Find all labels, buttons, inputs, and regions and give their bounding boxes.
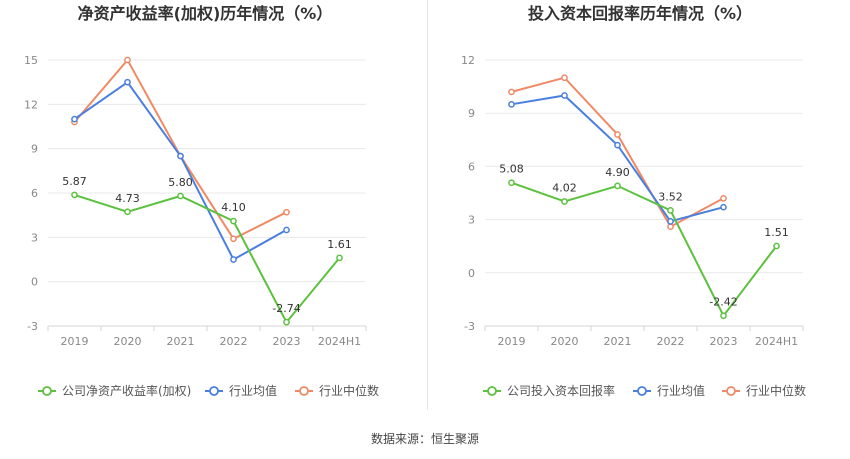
y-tick-label: 9 bbox=[31, 143, 38, 156]
series-line bbox=[511, 76, 724, 229]
data-point bbox=[508, 88, 515, 96]
data-point bbox=[614, 141, 621, 149]
data-point bbox=[283, 208, 290, 216]
charts-canvas: 净资产收益率(加权)历年情况（%） -3 0 3 6 9 12 15 2019 2020 2021 2… bbox=[24, 4, 806, 398]
y-tick-label: 6 bbox=[31, 187, 38, 200]
data-point bbox=[124, 208, 131, 216]
data-point bbox=[720, 312, 727, 320]
data-label: -2.74 bbox=[272, 302, 300, 315]
data-label: 1.51 bbox=[764, 226, 789, 239]
legend-marker bbox=[726, 386, 736, 396]
legend-marker bbox=[637, 386, 647, 396]
data-point bbox=[230, 235, 237, 243]
data-point bbox=[283, 318, 290, 326]
x-tick-label: 2021 bbox=[167, 335, 195, 348]
data-point bbox=[667, 223, 674, 231]
chart-panel-2: 投入资本回报率历年情况（%） -3 0 3 6 9 12 2019 2020 2021 2022 20… bbox=[461, 4, 806, 398]
data-point bbox=[71, 115, 78, 123]
data-point bbox=[336, 254, 343, 262]
data-label: -2.42 bbox=[709, 296, 737, 309]
legend-label: 行业中位数 bbox=[746, 383, 806, 398]
x-tick-label: 2020 bbox=[114, 335, 142, 348]
data-point bbox=[667, 218, 674, 225]
data-point bbox=[508, 100, 515, 108]
x-tick-label: 2022 bbox=[657, 335, 685, 348]
legend-label: 公司投入资本回报率 bbox=[507, 383, 615, 398]
legend-label: 行业中位数 bbox=[319, 383, 379, 398]
x-tick-label: 2020 bbox=[551, 335, 579, 348]
y-tick-label: 6 bbox=[468, 160, 475, 173]
data-label: 4.90 bbox=[605, 166, 630, 179]
data-label: 1.61 bbox=[327, 238, 352, 251]
series-line bbox=[73, 58, 287, 241]
chart-title: 净资产收益率(加权)历年情况（%） bbox=[78, 4, 333, 23]
series-line bbox=[73, 80, 287, 261]
legend-label: 行业均值 bbox=[229, 383, 277, 398]
legend-marker bbox=[42, 386, 52, 396]
series-line bbox=[74, 193, 341, 324]
data-point bbox=[71, 191, 78, 199]
y-tick-label: 12 bbox=[461, 54, 475, 67]
data-point bbox=[230, 256, 237, 263]
data-label: 4.02 bbox=[552, 182, 577, 195]
source-note: 数据来源：恒生聚源 bbox=[370, 432, 479, 446]
data-point bbox=[124, 56, 131, 64]
chart-panel-1: 净资产收益率(加权)历年情况（%） -3 0 3 6 9 12 15 2019 2020 2021 2… bbox=[24, 4, 379, 398]
data-label: 4.73 bbox=[115, 192, 140, 205]
data-point bbox=[614, 131, 621, 138]
legend-marker bbox=[487, 386, 497, 396]
y-tick-label: 3 bbox=[31, 231, 38, 244]
y-tick-label: 15 bbox=[24, 54, 38, 67]
data-label: 4.10 bbox=[221, 201, 246, 214]
data-point bbox=[720, 203, 727, 211]
chart-title: 投入资本回报率历年情况（%） bbox=[528, 4, 752, 23]
legend-marker bbox=[299, 386, 309, 396]
x-tick-label: 2022 bbox=[220, 335, 248, 348]
x-tick-label: 2024H1 bbox=[318, 335, 361, 348]
y-tick-label: 0 bbox=[31, 276, 38, 289]
data-point bbox=[614, 182, 621, 190]
series-line bbox=[511, 181, 778, 318]
data-point bbox=[773, 242, 780, 250]
data-point bbox=[177, 192, 184, 200]
series-line bbox=[511, 94, 724, 223]
data-point bbox=[508, 179, 515, 187]
y-tick-label: 9 bbox=[468, 107, 475, 120]
data-label: 5.80 bbox=[168, 176, 193, 189]
data-point bbox=[561, 74, 568, 82]
x-tick-label: 2023 bbox=[710, 335, 738, 348]
legend-marker bbox=[209, 386, 219, 396]
panel-divider bbox=[427, 0, 428, 410]
y-tick-label: -3 bbox=[464, 320, 475, 333]
data-point bbox=[561, 198, 568, 205]
legend-label: 公司净资产收益率(加权) bbox=[62, 383, 191, 398]
data-point bbox=[230, 217, 237, 225]
x-tick-label: 2021 bbox=[604, 335, 632, 348]
data-label: 5.87 bbox=[62, 175, 87, 188]
data-point bbox=[720, 194, 727, 202]
y-tick-label: 12 bbox=[24, 98, 38, 111]
x-tick-label: 2024H1 bbox=[755, 335, 798, 348]
x-tick-label: 2019 bbox=[61, 335, 89, 348]
y-tick-label: 0 bbox=[468, 267, 475, 280]
data-label: 5.08 bbox=[499, 163, 524, 176]
legend-label: 行业均值 bbox=[657, 383, 705, 398]
data-point bbox=[177, 152, 184, 160]
data-point bbox=[124, 78, 131, 86]
x-tick-label: 2023 bbox=[273, 335, 301, 348]
x-tick-label: 2019 bbox=[498, 335, 526, 348]
data-point bbox=[561, 92, 568, 99]
data-label: 3.52 bbox=[658, 190, 683, 203]
data-point bbox=[667, 207, 674, 214]
y-tick-label: -3 bbox=[27, 320, 38, 333]
y-tick-label: 3 bbox=[468, 214, 475, 227]
data-point bbox=[283, 226, 290, 234]
